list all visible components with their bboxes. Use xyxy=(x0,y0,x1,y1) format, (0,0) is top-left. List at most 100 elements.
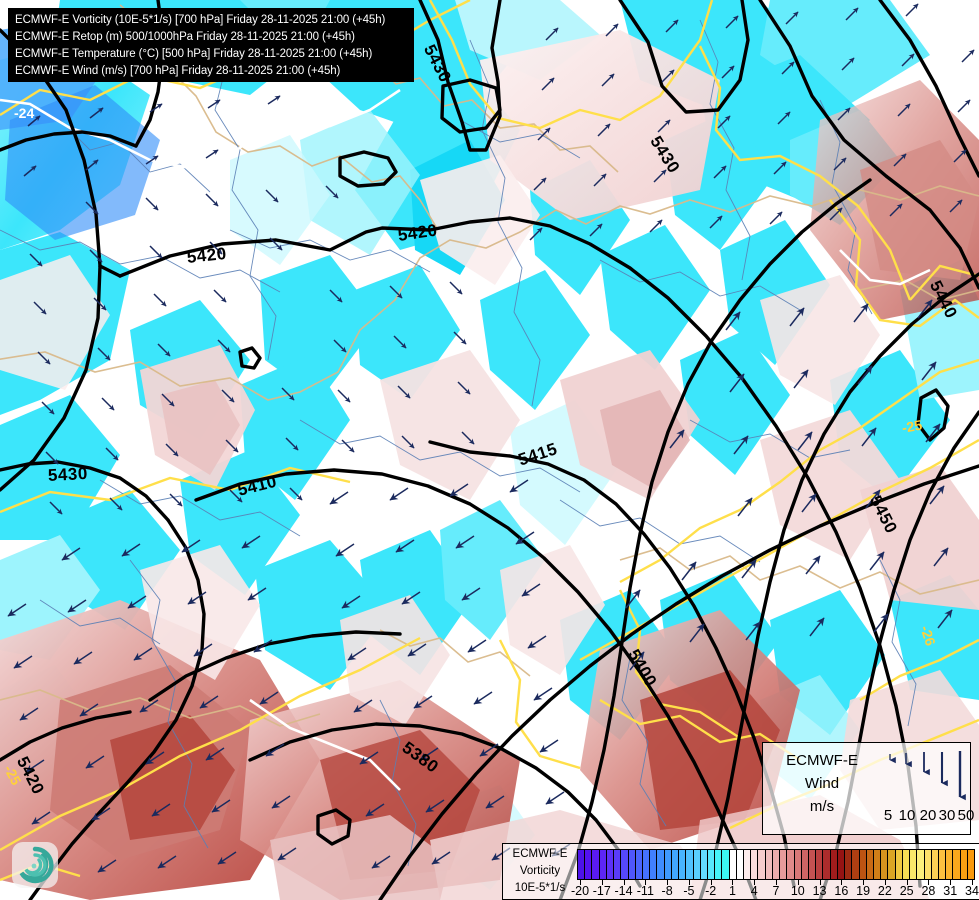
vorticity-tick-label-18: 34 xyxy=(965,884,979,898)
wind-legend-box: ECMWF-E Wind m/s 5 10 20 30 50 xyxy=(762,742,975,835)
vorticity-tick-label-5: -5 xyxy=(683,884,695,898)
vorticity-swatch-14 xyxy=(679,850,687,879)
vorticity-swatch-41 xyxy=(873,850,882,879)
vorticity-swatch-51 xyxy=(946,850,954,879)
vorticity-tick-label-7: 1 xyxy=(728,884,736,898)
vorticity-tick-6 xyxy=(710,880,712,885)
vorticity-swatch-18 xyxy=(707,850,716,879)
spiral-logo-icon xyxy=(19,846,54,884)
vorticity-tick-1 xyxy=(601,880,603,885)
title-line-wind: ECMWF-E Wind (m/s) [700 hPa] Friday 28-1… xyxy=(15,65,341,77)
vorticity-tick-label-9: 7 xyxy=(772,884,780,898)
vorticity-tick-label-13: 19 xyxy=(856,884,871,898)
vorticity-swatch-4 xyxy=(606,850,615,879)
vorticity-swatch-5 xyxy=(614,850,622,879)
vorticity-swatch-7 xyxy=(628,850,636,879)
vorticity-swatch-16 xyxy=(693,850,701,879)
vorticity-tick-12 xyxy=(841,880,843,885)
vorticity-swatch-10 xyxy=(650,850,658,879)
vorticity-swatch-32 xyxy=(809,850,817,879)
vorticity-swatch-30 xyxy=(794,850,802,879)
contour-label-5420-3: 5420 xyxy=(185,243,228,267)
temperature-label-0: -24 xyxy=(14,105,35,121)
vorticity-swatch-46 xyxy=(910,850,918,879)
vorticity-swatch-24 xyxy=(751,850,759,879)
vorticity-color-bar xyxy=(577,849,975,880)
vorticity-tick-2 xyxy=(623,880,625,885)
vorticity-swatch-31 xyxy=(801,850,809,879)
vorticity-swatch-42 xyxy=(881,850,889,879)
vorticity-tick-17 xyxy=(950,880,952,885)
title-line-retop: ECMWF-E Retop (m) 500/1000hPa Friday 28-… xyxy=(15,31,355,43)
vorticity-tick-label-6: -2 xyxy=(705,884,717,898)
vorticity-swatch-39 xyxy=(859,850,867,879)
vorticity-tick-label-11: 13 xyxy=(812,884,827,898)
wind-legend-title: Wind xyxy=(804,775,840,792)
wind-speed-10: 10 xyxy=(898,807,916,824)
vorticity-tick-10 xyxy=(797,880,799,885)
vorticity-swatch-9 xyxy=(642,850,651,879)
vorticity-tick-13 xyxy=(863,880,865,885)
vorticity-tick-label-14: 22 xyxy=(877,884,892,898)
vorticity-swatch-13 xyxy=(671,850,680,879)
vorticity-tick-label-10: 10 xyxy=(790,884,805,898)
vorticity-swatch-54 xyxy=(967,850,975,879)
vorticity-swatch-48 xyxy=(924,850,932,879)
vorticity-tick-label-1: -17 xyxy=(592,884,611,898)
vorticity-tick-3 xyxy=(645,880,647,885)
vorticity-tick-14 xyxy=(884,880,886,885)
wind-speed-50: 50 xyxy=(957,807,975,824)
wind-legend-values: 5 10 20 30 50 xyxy=(879,807,975,829)
vorticity-swatch-6 xyxy=(621,850,629,879)
vorticity-tick-label-2: -14 xyxy=(614,884,633,898)
vorticity-swatch-22 xyxy=(736,850,745,879)
contour-label-5430-5: 5430 xyxy=(47,463,89,485)
vorticity-swatch-20 xyxy=(722,850,730,879)
vorticity-legend-box: ECMWF-E Vorticity 10E-5*1/s -20 -17 -14 -11… xyxy=(502,843,979,900)
wind-legend-model: ECMWF-E xyxy=(786,752,858,769)
vorticity-legend-units: 10E-5*1/s xyxy=(514,882,566,894)
vorticity-tick-4 xyxy=(667,880,669,885)
vorticity-legend-model: ECMWF-E xyxy=(512,848,568,860)
vorticity-swatch-21 xyxy=(729,850,737,879)
vorticity-tick-label-4: -8 xyxy=(661,884,673,898)
vorticity-tick-label-15: 25 xyxy=(899,884,914,898)
wind-legend-units: m/s xyxy=(809,798,835,815)
vorticity-swatch-49 xyxy=(931,850,939,879)
vorticity-swatch-36 xyxy=(837,850,846,879)
vorticity-tick-0 xyxy=(580,880,581,885)
vorticity-swatch-15 xyxy=(686,850,694,879)
vorticity-tick-label-16: 28 xyxy=(921,884,936,898)
vorticity-tick-label-17: 31 xyxy=(943,884,958,898)
vorticity-tick-16 xyxy=(928,880,930,885)
vorticity-swatch-25 xyxy=(758,850,766,879)
title-line-temperature: ECMWF-E Temperature (°C) [500 hPa] Frida… xyxy=(15,48,373,60)
app-logo[interactable] xyxy=(12,842,58,888)
title-line-vorticity: ECMWF-E Vorticity (10E-5*1/s) [700 hPa] … xyxy=(15,14,386,26)
vorticity-swatch-44 xyxy=(895,850,903,879)
temperature-contour-white xyxy=(0,88,931,791)
vorticity-tick-15 xyxy=(906,880,908,885)
vorticity-tick-9 xyxy=(776,880,777,885)
vorticity-tick-label-0: -20 xyxy=(570,884,590,898)
vorticity-swatch-52 xyxy=(953,850,961,879)
vorticity-swatch-38 xyxy=(852,850,860,879)
vorticity-swatch-37 xyxy=(845,850,853,879)
vorticity-swatch-23 xyxy=(744,850,752,879)
vorticity-swatch-11 xyxy=(657,850,665,879)
map-title-box: ECMWF-E Vorticity (10E-5*1/s) [700 hPa] … xyxy=(8,8,414,82)
vorticity-tick-label-12: 16 xyxy=(834,884,849,898)
wind-legend-arrows xyxy=(889,751,966,801)
wind-speed-30: 30 xyxy=(938,807,956,824)
vorticity-swatch-19 xyxy=(715,850,723,879)
vorticity-swatch-53 xyxy=(960,850,968,879)
vorticity-legend-labels: ECMWF-E Vorticity 10E-5*1/s xyxy=(505,846,575,899)
vorticity-swatch-2 xyxy=(592,850,600,879)
vorticity-legend-title: Vorticity xyxy=(519,865,561,877)
vorticity-swatch-29 xyxy=(787,850,795,879)
vorticity-swatch-17 xyxy=(700,850,708,879)
vorticity-swatch-45 xyxy=(902,850,911,879)
vorticity-swatch-43 xyxy=(888,850,896,879)
vorticity-swatch-33 xyxy=(816,850,824,879)
